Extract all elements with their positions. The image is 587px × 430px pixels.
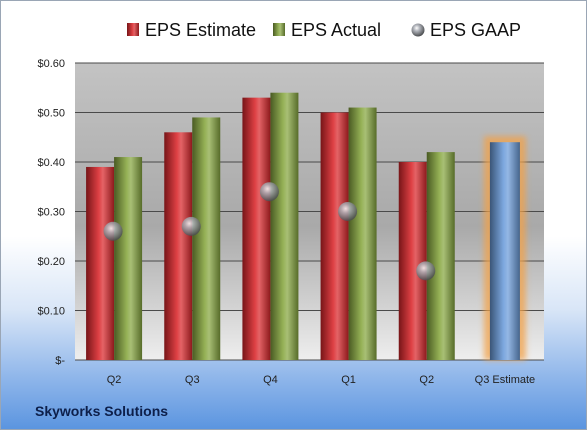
legend-swatch-eps-estimate bbox=[127, 23, 139, 36]
y-tick-label: $0.60 bbox=[37, 58, 65, 70]
x-tick-label: Q2 bbox=[107, 374, 122, 386]
eps-gaap-marker bbox=[416, 261, 436, 281]
eps-estimate-bar bbox=[398, 162, 427, 360]
legend-label: EPS Actual bbox=[291, 20, 381, 40]
x-tick-label: Q4 bbox=[263, 374, 278, 386]
eps-actual-bar bbox=[114, 157, 143, 360]
legend-swatch-eps-gaap bbox=[411, 23, 425, 37]
x-tick-label: Q2 bbox=[419, 374, 434, 386]
eps-actual-bar bbox=[348, 107, 377, 360]
y-tick-label: $0.40 bbox=[37, 157, 65, 169]
eps-estimate-bar bbox=[242, 97, 271, 361]
x-tick-label: Q3 bbox=[185, 374, 200, 386]
eps-estimate-bar bbox=[164, 132, 193, 360]
legend-label: EPS Estimate bbox=[145, 20, 256, 40]
eps-estimate-bar bbox=[320, 112, 349, 360]
eps-gaap-marker bbox=[103, 221, 123, 241]
legend-label: EPS GAAP bbox=[430, 20, 521, 40]
y-tick-label: $0.50 bbox=[37, 108, 65, 120]
eps-gaap-marker bbox=[259, 182, 279, 202]
eps-actual-bar bbox=[192, 117, 221, 360]
x-tick-label: Q1 bbox=[341, 374, 356, 386]
q3-estimate-bar bbox=[489, 142, 520, 360]
y-tick-label: $0.10 bbox=[37, 306, 65, 318]
eps-gaap-marker bbox=[181, 216, 201, 236]
eps-actual-bar bbox=[426, 152, 455, 360]
y-tick-label: $- bbox=[55, 355, 65, 367]
x-tick-label: Q3 Estimate bbox=[475, 374, 536, 386]
y-tick-label: $0.30 bbox=[37, 207, 65, 219]
company-name: Skyworks Solutions bbox=[35, 403, 169, 419]
eps-actual-bar bbox=[270, 92, 299, 360]
legend-swatch-eps-actual bbox=[273, 23, 285, 36]
y-tick-label: $0.20 bbox=[37, 256, 65, 268]
eps-gaap-marker bbox=[338, 202, 358, 221]
eps-estimate-bar bbox=[86, 166, 115, 360]
